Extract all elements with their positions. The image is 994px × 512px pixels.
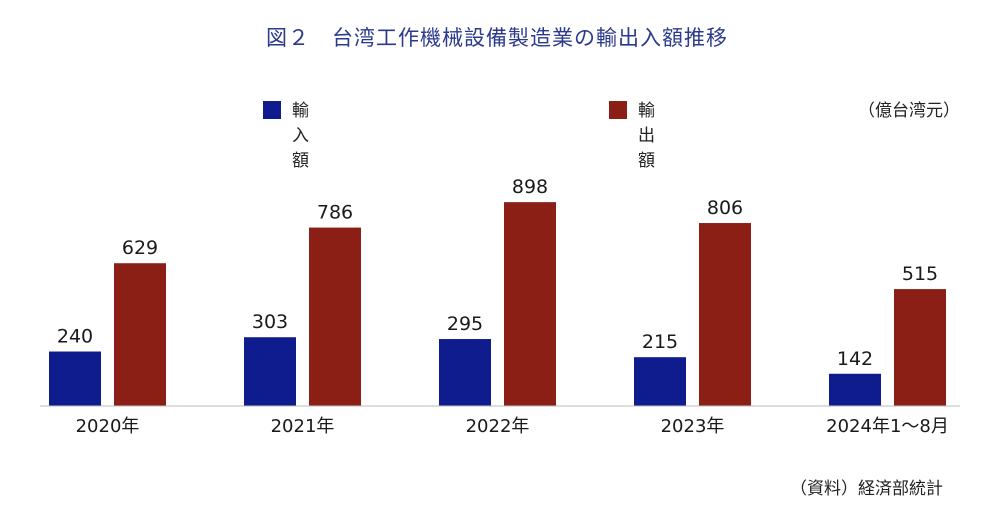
export-value-label-0: 629: [122, 237, 158, 259]
export-value-label-2: 898: [512, 176, 548, 198]
import-value-label-0: 240: [57, 326, 93, 348]
export-value-label-1: 786: [317, 202, 353, 224]
import-bar-1: [244, 337, 296, 406]
export-bar-2: [504, 202, 556, 406]
import-bar-4: [829, 373, 881, 406]
import-value-label-4: 142: [837, 348, 873, 370]
legend-label-import: 輸入額: [292, 101, 309, 171]
import-bar-0: [49, 351, 101, 406]
export-value-label-4: 515: [902, 263, 938, 285]
legend-swatch-export: [609, 101, 627, 119]
import-bar-2: [439, 339, 491, 406]
import-value-label-3: 215: [642, 331, 678, 353]
export-bar-1: [309, 227, 361, 406]
chart-title: 図２ 台湾工作機械設備製造業の輸出入額推移: [266, 26, 728, 50]
import-value-label-2: 295: [447, 313, 483, 335]
import-bar-3: [634, 357, 686, 406]
category-label-4: 2024年1～8月: [826, 416, 949, 437]
legend-label-export: 輸出額: [638, 101, 655, 171]
category-label-3: 2023年: [661, 416, 725, 437]
legend-swatch-import: [263, 101, 281, 119]
export-value-label-3: 806: [707, 197, 743, 219]
category-label-1: 2021年: [271, 416, 335, 437]
source-label: （資料）経済部統計: [790, 479, 943, 499]
import-value-label-1: 303: [252, 311, 288, 333]
unit-label: （億台湾元）: [858, 101, 960, 121]
export-bar-3: [699, 223, 751, 406]
export-bar-4: [894, 289, 946, 406]
category-label-2: 2022年: [466, 416, 530, 437]
export-bar-0: [114, 263, 166, 406]
category-label-0: 2020年: [76, 416, 140, 437]
